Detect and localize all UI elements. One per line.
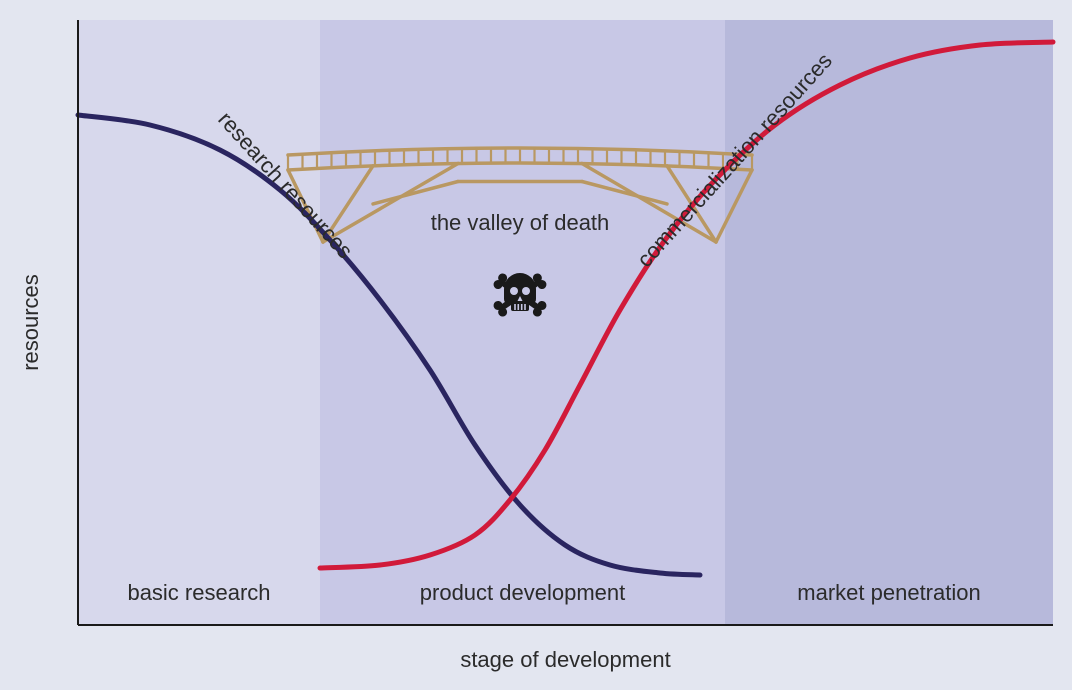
skull-eye [510, 287, 518, 295]
y-axis-label: resources [18, 274, 43, 371]
x-axis-label: stage of development [460, 647, 670, 672]
stage-band-product [320, 20, 725, 625]
stage-label-product: product development [420, 580, 625, 605]
valley-label: the valley of death [431, 210, 610, 235]
stage-label-basic: basic research [127, 580, 270, 605]
skull-eye [522, 287, 530, 295]
stage-label-market: market penetration [797, 580, 980, 605]
stage-band-basic [78, 20, 320, 625]
